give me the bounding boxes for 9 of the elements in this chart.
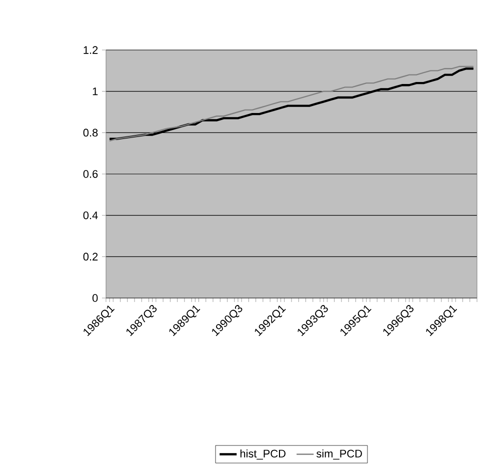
y-tick-label: 1.2: [84, 46, 98, 54]
y-tick-label: 1: [92, 88, 98, 96]
y-tick-label: 0.2: [83, 252, 98, 261]
y-tick-label: 0.8: [83, 128, 98, 137]
y-tick-label: 0.4: [83, 211, 98, 220]
legend-label: sim_PCD: [316, 449, 362, 460]
y-tick-label: 0.6: [83, 170, 98, 178]
y-tick-label: 0: [92, 294, 98, 302]
legend-label: hist_PCD: [240, 449, 286, 460]
